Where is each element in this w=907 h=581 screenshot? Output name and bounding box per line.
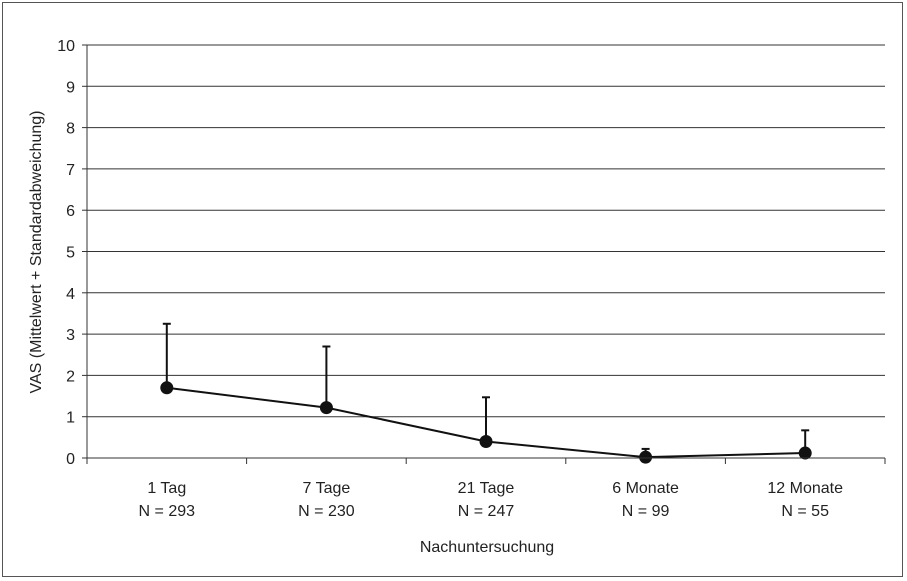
y-tick-label: 3 bbox=[66, 327, 75, 344]
y-tick-label: 4 bbox=[66, 286, 75, 303]
x-tick-label: 12 Monate bbox=[767, 480, 843, 497]
data-point bbox=[479, 434, 493, 448]
y-tick-label: 9 bbox=[66, 79, 75, 96]
x-tick-sample-size: N = 99 bbox=[622, 503, 670, 520]
y-tick-label: 0 bbox=[66, 451, 75, 468]
y-tick-labels: 0 1 2 3 4 5 6 7 8 9 10 bbox=[57, 38, 75, 468]
x-tick-sample-size: N = 293 bbox=[139, 503, 196, 520]
y-tick-label: 10 bbox=[57, 38, 75, 55]
error-bars bbox=[162, 322, 810, 458]
x-tick-sample-size: N = 230 bbox=[298, 503, 355, 520]
y-tick-label: 7 bbox=[66, 162, 75, 179]
data-point bbox=[319, 401, 333, 415]
x-tick-labels: 1 Tag N = 293 7 Tage N = 230 21 Tage N = 247 6… bbox=[139, 480, 844, 520]
y-tick-label: 8 bbox=[66, 121, 75, 138]
y-tick-label: 2 bbox=[66, 368, 75, 385]
data-points bbox=[160, 381, 812, 464]
gridlines bbox=[87, 44, 885, 418]
x-tick-label: 7 Tage bbox=[303, 480, 351, 497]
data-point bbox=[798, 446, 812, 460]
axes bbox=[82, 44, 886, 464]
y-tick-label: 1 bbox=[66, 410, 75, 427]
x-tick-sample-size: N = 247 bbox=[458, 503, 515, 520]
x-tick-label: 1 Tag bbox=[147, 480, 186, 497]
data-point bbox=[639, 450, 653, 464]
x-tick-sample-size: N = 55 bbox=[781, 503, 829, 520]
x-tick-label: 6 Monate bbox=[612, 480, 679, 497]
x-tick-label: 21 Tage bbox=[458, 480, 515, 497]
x-axis-title: Nachuntersuchung bbox=[420, 539, 554, 556]
y-axis-title: VAS (Mittelwert + Standardabweichung) bbox=[28, 111, 45, 394]
y-tick-label: 6 bbox=[66, 203, 75, 220]
data-point bbox=[160, 381, 174, 395]
y-tick-label: 5 bbox=[66, 245, 75, 262]
